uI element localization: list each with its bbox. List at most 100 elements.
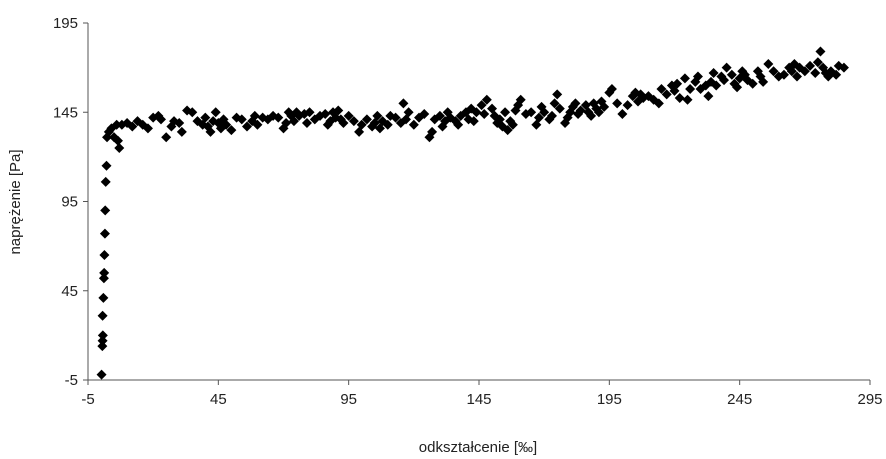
data-point <box>682 94 693 105</box>
x-tick-label: 245 <box>727 391 752 408</box>
data-point <box>552 89 563 100</box>
data-point <box>304 107 315 118</box>
y-tick-label: 95 <box>61 194 78 211</box>
data-point <box>805 60 816 71</box>
data-point <box>500 107 511 118</box>
x-tick-label: 295 <box>857 391 882 408</box>
data-point <box>708 67 719 78</box>
x-axis-title: odkształcenie [‰] <box>419 439 537 456</box>
data-point <box>838 62 849 73</box>
data-point <box>815 46 826 57</box>
data-point <box>768 66 779 77</box>
x-tick-label: 145 <box>466 391 491 408</box>
y-tick-label: 45 <box>61 283 78 300</box>
data-point <box>810 67 821 78</box>
data-point <box>679 73 690 84</box>
data-point <box>479 109 490 120</box>
data-point <box>732 82 743 93</box>
data-point <box>661 89 672 100</box>
data-point <box>100 176 111 187</box>
data-point <box>763 59 774 70</box>
data-point <box>758 76 769 87</box>
x-tick-label: 95 <box>340 391 357 408</box>
data-point <box>99 228 110 239</box>
data-point <box>98 292 109 303</box>
data-point <box>507 119 518 130</box>
data-point <box>586 110 597 121</box>
y-tick-label: 145 <box>53 104 78 121</box>
data-point <box>249 110 260 121</box>
data-point <box>187 107 198 118</box>
data-point <box>617 109 628 120</box>
data-point <box>320 109 331 120</box>
data-point <box>161 132 172 143</box>
data-point <box>434 110 445 121</box>
data-point <box>236 114 247 125</box>
data-point <box>114 142 125 153</box>
data-point <box>97 341 108 352</box>
data-point <box>103 126 114 137</box>
data-point <box>533 112 544 123</box>
data-point <box>242 121 253 132</box>
data-point <box>471 107 482 118</box>
data-point <box>122 117 133 128</box>
data-point <box>703 91 714 102</box>
data-point <box>142 123 153 134</box>
data-point <box>210 107 221 118</box>
data-point <box>96 369 107 380</box>
y-tick-label: -5 <box>65 372 78 389</box>
data-point <box>792 71 803 82</box>
data-point <box>99 267 110 278</box>
data-point <box>515 94 526 105</box>
data-point <box>273 112 284 123</box>
data-point <box>372 110 383 121</box>
data-point <box>403 107 414 118</box>
data-point <box>99 250 110 261</box>
data-point <box>97 310 108 321</box>
data-point <box>719 75 730 86</box>
data-point <box>526 107 537 118</box>
data-point <box>575 105 586 116</box>
data-point <box>453 119 464 130</box>
data-point <box>252 119 263 130</box>
x-tick-label: 45 <box>210 391 227 408</box>
data-point <box>408 119 419 130</box>
data-point <box>674 92 685 103</box>
data-point <box>338 117 349 128</box>
data-point <box>427 126 438 137</box>
data-point <box>612 98 623 109</box>
data-point <box>505 116 516 127</box>
data-point <box>656 84 667 95</box>
data-point <box>398 98 409 109</box>
data-point <box>692 71 703 82</box>
data-point <box>721 62 732 73</box>
data-point <box>333 105 344 116</box>
data-point <box>356 119 367 130</box>
data-point <box>622 100 633 111</box>
data-point <box>606 84 617 95</box>
data-point <box>155 114 166 125</box>
data-point <box>476 100 487 111</box>
data-point <box>343 110 354 121</box>
data-point <box>111 119 122 130</box>
y-axis-title: naprężenie [Pa] <box>7 149 24 254</box>
data-point <box>502 125 513 136</box>
data-point <box>812 57 823 68</box>
data-point <box>653 98 664 109</box>
data-point <box>593 107 604 118</box>
data-point <box>799 66 810 77</box>
x-tick-label: 195 <box>597 391 622 408</box>
data-point <box>778 69 789 80</box>
data-point <box>726 69 737 80</box>
data-point <box>382 119 393 130</box>
data-point <box>711 80 722 91</box>
data-point <box>301 117 312 128</box>
data-point <box>570 98 581 109</box>
data-point <box>226 125 237 136</box>
data-point <box>554 103 565 114</box>
data-point <box>97 335 108 346</box>
x-tick-label: -5 <box>81 391 94 408</box>
data-point <box>546 110 557 121</box>
